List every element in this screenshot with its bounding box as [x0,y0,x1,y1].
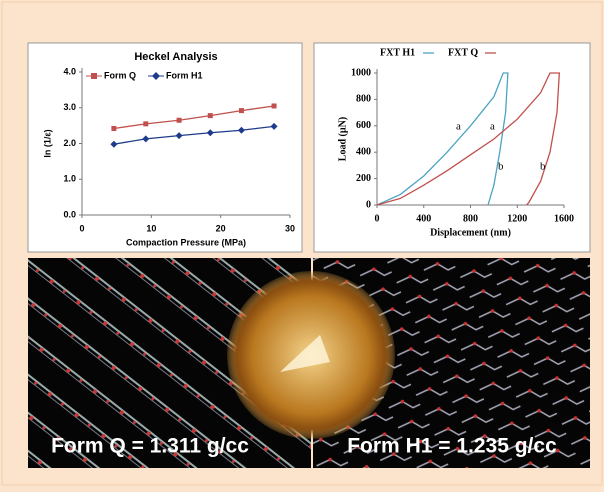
y-tick-label: 1000 [351,67,371,78]
x-tick-label: 0 [79,223,84,233]
y-tick-label: 1.0 [63,174,76,184]
marker [208,113,213,118]
y-tick-label: 800 [356,94,371,105]
y-tick-label: 2.0 [63,138,76,148]
figure: Form Q = 1.311 g/cc Form H1 = 1.235 g/cc… [0,0,604,487]
marker [143,121,148,126]
annotation: b [540,161,546,173]
marker [272,103,277,108]
marker [239,108,244,113]
x-tick-label: 400 [416,213,431,224]
legend-label: Form H1 [166,70,203,80]
x-tick-label: 10 [146,223,156,233]
x-tick-label: 30 [285,223,295,233]
caption: Form H1 = 1.235 g/cc [347,435,557,458]
x-tick-label: 800 [463,213,478,224]
marker [177,118,182,123]
x-tick-label: 0 [375,213,380,224]
caption: Form Q = 1.311 g/cc [51,435,249,458]
legend-label: FXT Q [448,47,478,58]
y-tick-label: 200 [356,173,371,184]
y-tick-label: 3.0 [63,102,76,112]
chart-title: Heckel Analysis [134,51,217,63]
annotation: a [456,121,461,133]
marker [111,126,116,131]
y-tick-label: 600 [356,120,371,131]
legend-label: FXT H1 [380,47,415,58]
x-axis-label: Displacement (nm) [430,227,511,238]
y-axis-label: ln (1/ε) [42,129,52,157]
legend-label: Form Q [104,70,136,80]
x-tick-label: 1200 [507,213,527,224]
y-tick-label: 0 [366,199,371,210]
y-tick-label: 0.0 [63,209,76,219]
y-axis-label: Load (µN) [337,117,348,161]
x-axis-label: Compaction Pressure (MPa) [126,237,246,247]
x-tick-label: 1600 [554,213,574,224]
y-tick-label: 400 [356,146,371,157]
y-tick-label: 4.0 [63,66,76,76]
annotation: b [498,161,504,173]
x-tick-label: 20 [216,223,226,233]
annotation: a [490,121,495,133]
